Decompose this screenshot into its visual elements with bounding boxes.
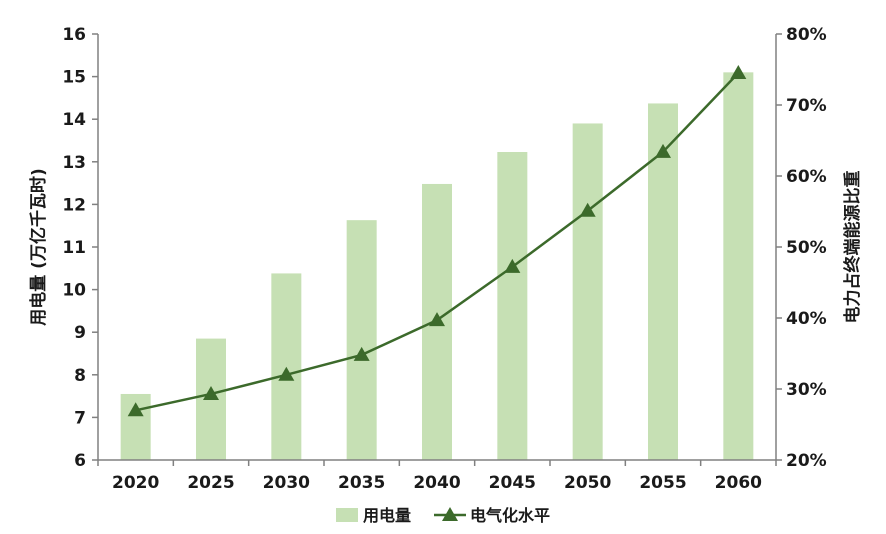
line-point-2035 [353,346,370,361]
right-tick-label: 50% [786,238,827,258]
x-tick-label: 2020 [112,473,159,493]
x-tick-label: 2030 [263,473,310,493]
bar-2045 [497,152,528,460]
left-axis-ticks: 6 7 8 9 10 11 12 13 14 15 16 [62,25,98,471]
line-point-2025 [203,385,219,400]
right-tick-label: 80% [786,25,827,45]
left-tick-label: 14 [62,110,86,130]
legend-label-line: 电气化水平 [470,506,550,525]
line-point-2045 [504,258,521,273]
x-tick-label: 2040 [413,473,460,493]
right-tick-label: 60% [786,167,827,187]
x-tick-label: 2045 [489,473,536,493]
right-axis-title: 电力占终端能源比重 [842,171,863,324]
legend-swatch-bar [336,508,358,522]
right-tick-label: 40% [786,309,827,329]
line-point-2055 [655,143,671,158]
bar-series-electricity [120,72,754,461]
legend-marker-triangle [442,507,458,521]
left-tick-label: 8 [74,366,86,386]
right-tick-label: 30% [786,380,827,400]
left-tick-label: 7 [74,408,86,428]
bar-2030 [271,273,302,460]
left-tick-label: 11 [62,238,86,258]
bar-2060 [723,72,754,460]
line-point-2030 [278,366,295,381]
legend-label-bar: 用电量 [363,506,411,525]
bar-2055 [648,103,678,461]
x-axis-ticks: 2020 2025 2030 2035 2040 2045 2050 2055 2060 [97,460,777,493]
right-axis-ticks: 20% 30% 40% 50% 60% 70% 80% [776,25,827,471]
bar-2050 [572,123,603,461]
x-tick-label: 2055 [639,473,686,493]
line-point-2050 [579,202,596,217]
left-tick-label: 9 [74,323,86,343]
left-tick-label: 15 [62,68,86,88]
x-tick-label: 2035 [338,473,385,493]
left-tick-label: 10 [62,281,86,301]
x-tick-label: 2060 [715,473,762,493]
x-tick-label: 2050 [564,473,611,493]
left-tick-label: 16 [62,25,86,45]
right-tick-label: 20% [786,451,827,471]
left-tick-label: 12 [62,195,86,215]
right-tick-label: 70% [786,96,827,116]
legend: 用电量 电气化水平 [336,506,550,525]
line-point-2040 [429,312,445,327]
x-tick-label: 2025 [187,473,234,493]
line-point-2020 [127,402,144,417]
line-point-2060 [730,65,747,80]
left-tick-label: 6 [74,451,86,471]
left-axis-title: 用电量 (万亿千瓦时) [28,168,49,325]
bar-2035 [346,220,377,460]
left-tick-label: 13 [62,153,86,173]
line-series-electrification [127,65,747,417]
